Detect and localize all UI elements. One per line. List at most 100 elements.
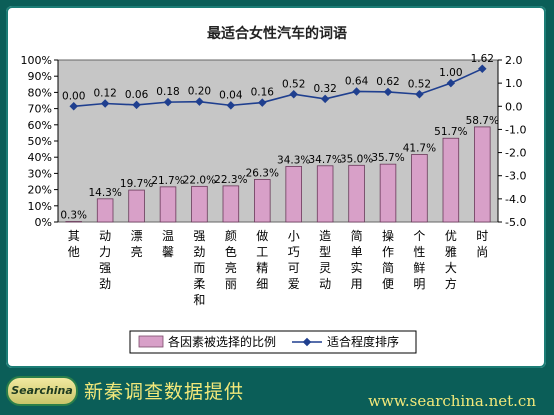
right-axis-tick-label: 1.0	[505, 77, 523, 90]
category-label: 操作简便	[382, 228, 394, 291]
left-axis-tick-label: 100%	[21, 54, 52, 67]
category-label: 颜色亮丽	[225, 228, 237, 291]
bar	[348, 164, 365, 223]
line-data-label: 0.12	[93, 88, 116, 100]
line-data-label: 0.18	[156, 86, 179, 98]
bar-data-label: 21.7%	[151, 175, 184, 187]
chart: 最适合女性汽车的词语 0% 10% 20% 30% 40% 50% 60% 70% 80% 90%…	[21, 25, 526, 354]
bar	[254, 178, 271, 223]
left-axis: 0% 10% 20% 30% 40% 50% 60% 70% 80% 90% 100%	[21, 54, 59, 229]
category-label: 强劲而柔和	[193, 229, 205, 307]
right-axis-tick-label: -5.0	[505, 216, 526, 229]
line-data-label: 0.04	[219, 89, 243, 101]
bar	[65, 221, 82, 223]
bar-data-label: 26.3%	[246, 167, 279, 179]
left-axis-tick-label: 70%	[28, 103, 52, 116]
category-label: 动力强劲	[99, 229, 111, 291]
line-point	[226, 101, 236, 110]
line-data-label: 1.62	[471, 53, 494, 65]
legend-line-marker	[302, 337, 312, 347]
left-axis-tick-label: 80%	[28, 86, 52, 99]
line-point	[383, 87, 393, 97]
category-label: 其他	[68, 229, 80, 259]
category-label: 时尚	[476, 229, 488, 259]
line-data-label: 0.32	[313, 83, 336, 95]
bar-data-label: 22.3%	[214, 174, 247, 186]
line-point	[289, 90, 298, 99]
chart-title: 最适合女性汽车的词语	[207, 25, 347, 42]
bar	[191, 185, 208, 223]
bar-data-label: 0.3%	[60, 210, 87, 222]
right-axis-tick-label: -2.0	[505, 147, 526, 160]
bar	[128, 189, 145, 223]
bar	[159, 186, 177, 223]
bar-data-label: 35.7%	[371, 152, 404, 164]
bar	[442, 137, 460, 223]
bar	[316, 165, 334, 223]
line-data-label: 0.20	[188, 86, 211, 98]
bar	[411, 154, 428, 223]
line-point	[478, 64, 487, 74]
left-axis-tick-label: 10%	[28, 200, 52, 213]
line-data-label: 0.64	[345, 75, 369, 87]
plot-area	[57, 59, 499, 223]
line-point	[132, 100, 141, 110]
category-label: 小巧可爱	[288, 229, 300, 291]
category-label: 漂亮	[131, 229, 143, 259]
legend: 各因素被选择的比例 适合程度排序	[129, 330, 417, 354]
website-link[interactable]: www.searchina.net.cn	[368, 392, 536, 410]
category-label: 温馨	[162, 229, 174, 259]
category-label: 个性鲜明	[413, 229, 425, 291]
bar-data-label: 14.3%	[88, 187, 121, 199]
line-data-label: 0.52	[282, 78, 305, 90]
line-data-label: 1.00	[439, 67, 462, 79]
category-label: 优雅大方	[445, 229, 457, 291]
bar-series: 0.3%14.3%19.7%21.7%22.0%22.3%26.3%34.3%3…	[60, 115, 499, 223]
bar-data-label: 34.3%	[277, 154, 310, 166]
right-axis-tick-label: 0.0	[505, 100, 523, 113]
category-label: 造型灵动	[319, 229, 331, 291]
right-axis-tick-label: -4.0	[505, 193, 526, 206]
bar-data-label: 19.7%	[120, 178, 153, 190]
line-series: 0.00 0.12 0.06 0.18 0.20 0.04 0.16 0.52 0.32 0.64…	[62, 53, 494, 111]
line-point	[163, 97, 173, 107]
bar-data-label: 22.0%	[183, 174, 216, 186]
bar	[285, 166, 302, 223]
category-label: 做工精细	[256, 228, 268, 291]
line-point	[195, 97, 204, 106]
line-point	[352, 87, 361, 96]
left-axis-tick-label: 30%	[28, 167, 52, 180]
bar	[474, 126, 491, 223]
right-axis: -5.0 -4.0 -3.0 -2.0 -1.0 0.0 1.0 2.0	[497, 54, 526, 229]
left-axis-tick-label: 90%	[28, 70, 52, 83]
bar	[96, 198, 114, 223]
data-provider-text: 新秦调查数据提供	[84, 381, 245, 403]
legend-line-label: 适合程度排序	[327, 334, 399, 349]
right-axis-tick-label: -1.0	[505, 123, 526, 136]
bar-data-label: 34.7%	[308, 154, 341, 166]
line-data-label: 0.52	[408, 78, 431, 90]
left-axis-tick-label: 60%	[28, 119, 52, 132]
legend-bar-label: 各因素被选择的比例	[168, 334, 276, 349]
left-axis-tick-label: 0%	[35, 216, 52, 229]
line-data-label: 0.00	[62, 90, 85, 102]
legend-bar-swatch	[138, 335, 164, 348]
searchina-logo: Searchina	[6, 376, 78, 406]
bar-data-label: 35.0%	[340, 153, 373, 165]
line-point	[446, 78, 456, 88]
left-axis-tick-label: 50%	[28, 135, 52, 148]
bar	[379, 163, 397, 223]
category-label: 简单实用	[351, 229, 363, 291]
bar	[222, 185, 240, 223]
line-point	[415, 90, 424, 99]
line-point	[69, 102, 78, 111]
line-data-label: 0.16	[251, 87, 275, 99]
line-point	[320, 94, 330, 104]
series-line	[73, 68, 483, 108]
right-axis-tick-label: -3.0	[505, 170, 526, 183]
bar-data-label: 41.7%	[403, 142, 436, 154]
line-point	[258, 98, 267, 107]
bar-data-label: 51.7%	[434, 126, 467, 138]
left-axis-tick-label: 20%	[28, 184, 52, 197]
line-point	[100, 99, 110, 108]
